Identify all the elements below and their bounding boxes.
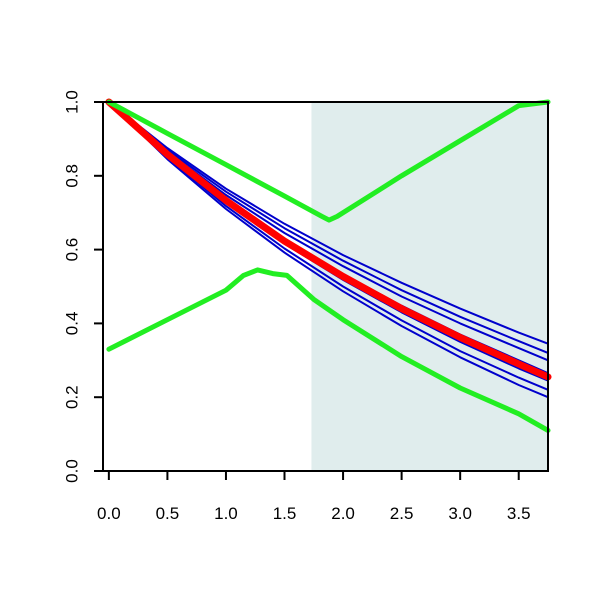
series-line-blue-6 xyxy=(107,101,549,399)
y-tick-label: 0.2 xyxy=(62,385,81,409)
y-tick-label: 1.0 xyxy=(62,90,81,114)
x-tick-label: 0.0 xyxy=(97,504,121,523)
x-tick-label: 3.0 xyxy=(448,504,472,523)
y-tick-label: 0.4 xyxy=(62,312,81,336)
x-tick-label: 2.0 xyxy=(331,504,355,523)
plot-frame xyxy=(102,101,549,472)
y-tick-label: 0.6 xyxy=(62,238,81,262)
axes-layer: 0.0 0.5 1.0 1.5 2.0 2.5 3.0 3.5 0.0 0.2 0.4 0.6 0.8 1… xyxy=(62,90,549,523)
series-line-blue-0 xyxy=(107,101,549,345)
y-tick-label: 0.8 xyxy=(62,164,81,188)
x-tick-label: 1.5 xyxy=(273,504,297,523)
x-tick-label: 2.5 xyxy=(390,504,414,523)
x-tick-label: 3.5 xyxy=(507,504,531,523)
x-tick-label: 0.5 xyxy=(156,504,180,523)
y-tick-label: 0.0 xyxy=(62,459,81,483)
series-layer xyxy=(105,98,552,433)
series-line-green-8 xyxy=(106,99,551,223)
series-line-blue-1 xyxy=(107,101,549,354)
x-tick-label: 1.0 xyxy=(214,504,238,523)
series-line-red-7 xyxy=(105,98,552,381)
series-line-green-9 xyxy=(106,267,551,433)
